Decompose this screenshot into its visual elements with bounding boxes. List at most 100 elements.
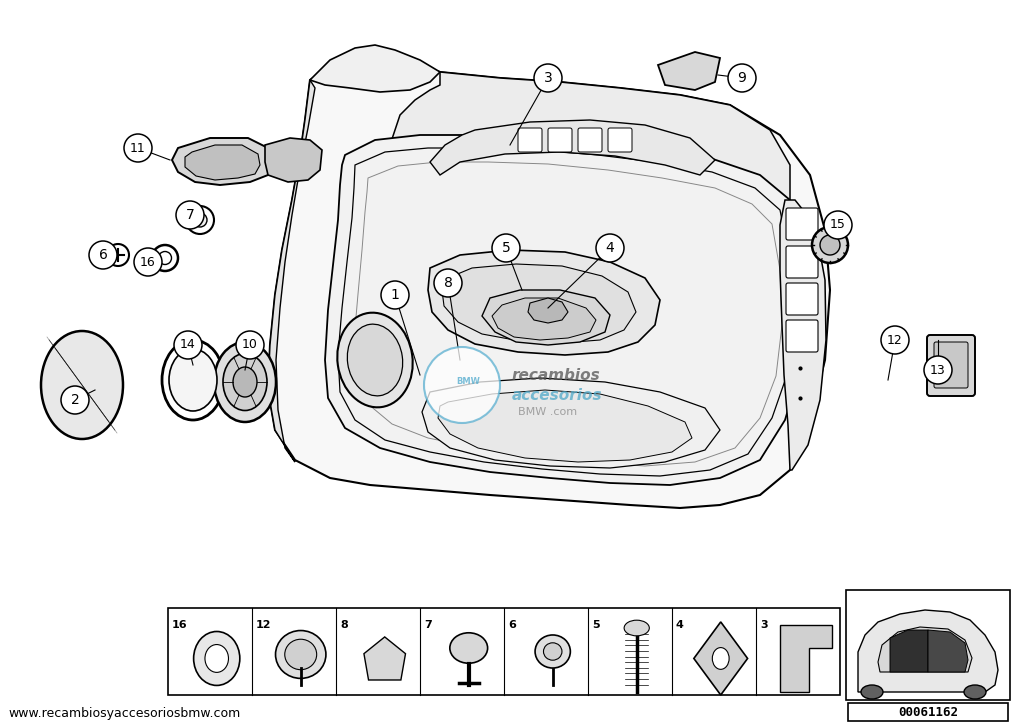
Text: 12: 12 <box>256 620 271 630</box>
Ellipse shape <box>169 349 217 411</box>
Text: 3: 3 <box>760 620 768 630</box>
Text: 9: 9 <box>737 71 746 85</box>
Ellipse shape <box>223 354 267 411</box>
Bar <box>168 608 840 695</box>
Circle shape <box>881 326 909 354</box>
Circle shape <box>812 227 848 263</box>
Text: 7: 7 <box>185 208 195 222</box>
FancyBboxPatch shape <box>786 208 818 240</box>
Text: 14: 14 <box>180 338 196 351</box>
FancyBboxPatch shape <box>518 128 542 152</box>
Ellipse shape <box>41 331 123 439</box>
Text: 4: 4 <box>676 620 684 630</box>
Text: 13: 13 <box>930 364 946 377</box>
Circle shape <box>176 201 204 229</box>
Ellipse shape <box>275 630 326 678</box>
Bar <box>848 703 1008 721</box>
Text: BMW .com: BMW .com <box>518 407 578 417</box>
Polygon shape <box>658 52 720 90</box>
Ellipse shape <box>106 244 129 266</box>
Polygon shape <box>390 72 790 210</box>
Ellipse shape <box>544 643 562 660</box>
FancyBboxPatch shape <box>934 342 968 388</box>
Polygon shape <box>528 298 568 323</box>
Ellipse shape <box>194 631 240 685</box>
Circle shape <box>174 331 202 359</box>
Text: 15: 15 <box>830 218 846 231</box>
Polygon shape <box>268 80 315 462</box>
Circle shape <box>824 211 852 239</box>
Polygon shape <box>310 45 440 92</box>
Text: www.recambiosyaccesoriosbmw.com: www.recambiosyaccesoriosbmw.com <box>8 706 241 719</box>
Text: 6: 6 <box>98 248 108 262</box>
FancyBboxPatch shape <box>927 335 975 396</box>
Ellipse shape <box>713 648 729 669</box>
Polygon shape <box>185 145 260 180</box>
Circle shape <box>820 235 840 255</box>
FancyBboxPatch shape <box>548 128 572 152</box>
Text: BMW: BMW <box>456 377 480 387</box>
FancyBboxPatch shape <box>786 320 818 352</box>
Text: 7: 7 <box>424 620 432 630</box>
Polygon shape <box>694 622 748 695</box>
Polygon shape <box>172 138 272 185</box>
Polygon shape <box>422 378 720 468</box>
Circle shape <box>728 64 756 92</box>
FancyBboxPatch shape <box>608 128 632 152</box>
Text: 00061162: 00061162 <box>898 706 958 719</box>
Circle shape <box>236 331 264 359</box>
Circle shape <box>124 134 152 162</box>
Text: recambios: recambios <box>512 367 601 382</box>
Polygon shape <box>268 55 830 508</box>
Text: 16: 16 <box>172 620 187 630</box>
Text: 8: 8 <box>340 620 348 630</box>
FancyBboxPatch shape <box>578 128 602 152</box>
Ellipse shape <box>964 685 986 699</box>
Text: 1: 1 <box>390 288 399 302</box>
Text: 3: 3 <box>544 71 552 85</box>
FancyBboxPatch shape <box>786 283 818 315</box>
Polygon shape <box>265 138 322 182</box>
Circle shape <box>534 64 562 92</box>
Circle shape <box>924 356 952 384</box>
Ellipse shape <box>233 367 257 397</box>
Ellipse shape <box>186 206 214 234</box>
Ellipse shape <box>214 342 276 422</box>
Ellipse shape <box>450 633 487 663</box>
Ellipse shape <box>152 245 178 271</box>
Text: 8: 8 <box>443 276 453 290</box>
Text: 16: 16 <box>140 255 156 268</box>
Circle shape <box>434 269 462 297</box>
Circle shape <box>424 347 500 423</box>
Ellipse shape <box>624 620 649 636</box>
Text: 12: 12 <box>887 333 903 346</box>
Ellipse shape <box>193 213 207 227</box>
Ellipse shape <box>861 685 883 699</box>
Ellipse shape <box>159 252 171 265</box>
Polygon shape <box>482 290 610 345</box>
Ellipse shape <box>337 312 413 407</box>
Polygon shape <box>438 390 692 462</box>
Polygon shape <box>779 625 831 691</box>
Polygon shape <box>428 250 660 355</box>
Circle shape <box>134 248 162 276</box>
Text: 4: 4 <box>605 241 614 255</box>
Ellipse shape <box>347 324 402 396</box>
Text: 10: 10 <box>242 338 258 351</box>
Polygon shape <box>442 264 636 343</box>
Polygon shape <box>858 610 998 692</box>
Polygon shape <box>430 120 715 175</box>
Circle shape <box>89 241 117 269</box>
Circle shape <box>492 234 520 262</box>
Bar <box>846 590 1010 700</box>
Text: 2: 2 <box>71 393 80 407</box>
Circle shape <box>61 386 89 414</box>
Circle shape <box>596 234 624 262</box>
Polygon shape <box>364 637 406 680</box>
Polygon shape <box>492 298 596 340</box>
Text: 11: 11 <box>130 142 145 155</box>
Circle shape <box>381 281 409 309</box>
Polygon shape <box>780 200 826 470</box>
Text: accesorios: accesorios <box>512 388 603 403</box>
Polygon shape <box>325 135 805 485</box>
